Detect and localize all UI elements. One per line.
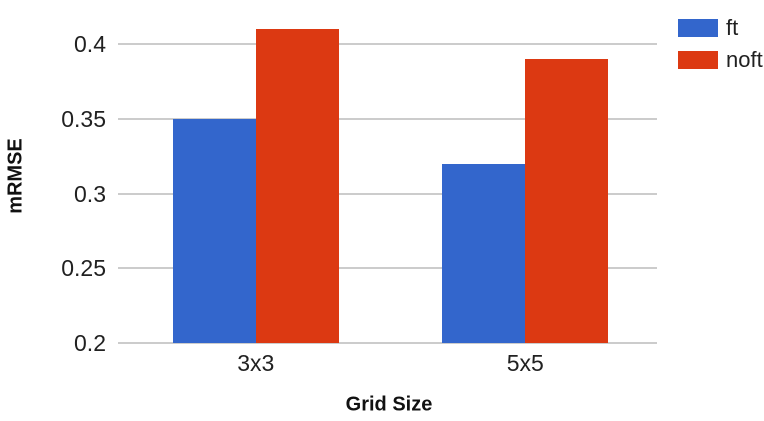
legend-label: ft: [726, 15, 739, 40]
bar-noft-3x3: [255, 29, 339, 343]
legend: ft noft: [678, 17, 763, 81]
x-category-label: 3x3: [237, 350, 275, 376]
legend-swatch-noft: [678, 51, 718, 69]
x-axis-title: Grid Size: [345, 393, 433, 416]
y-tick-label: 0.4: [74, 31, 106, 57]
legend-label: noft: [726, 47, 763, 72]
bar-noft-5x5: [525, 58, 609, 343]
x-category-label: 5x5: [506, 350, 544, 376]
gridline: [118, 117, 657, 120]
legend-item-noft: noft: [678, 49, 763, 71]
y-tick-label: 0.25: [61, 255, 106, 282]
y-axis-title: mRMSE: [4, 138, 27, 214]
gridline: [118, 43, 657, 45]
legend-item-ft: ft: [678, 17, 763, 39]
bar-ft-3x3: [172, 118, 256, 343]
gridline: [118, 342, 657, 344]
gridline: [118, 267, 657, 270]
legend-swatch-ft: [678, 19, 718, 37]
gridline: [118, 192, 657, 195]
bar-ft-5x5: [442, 163, 526, 343]
y-tick-label: 0.35: [61, 105, 106, 132]
y-tick-label: 0.2: [74, 330, 106, 356]
